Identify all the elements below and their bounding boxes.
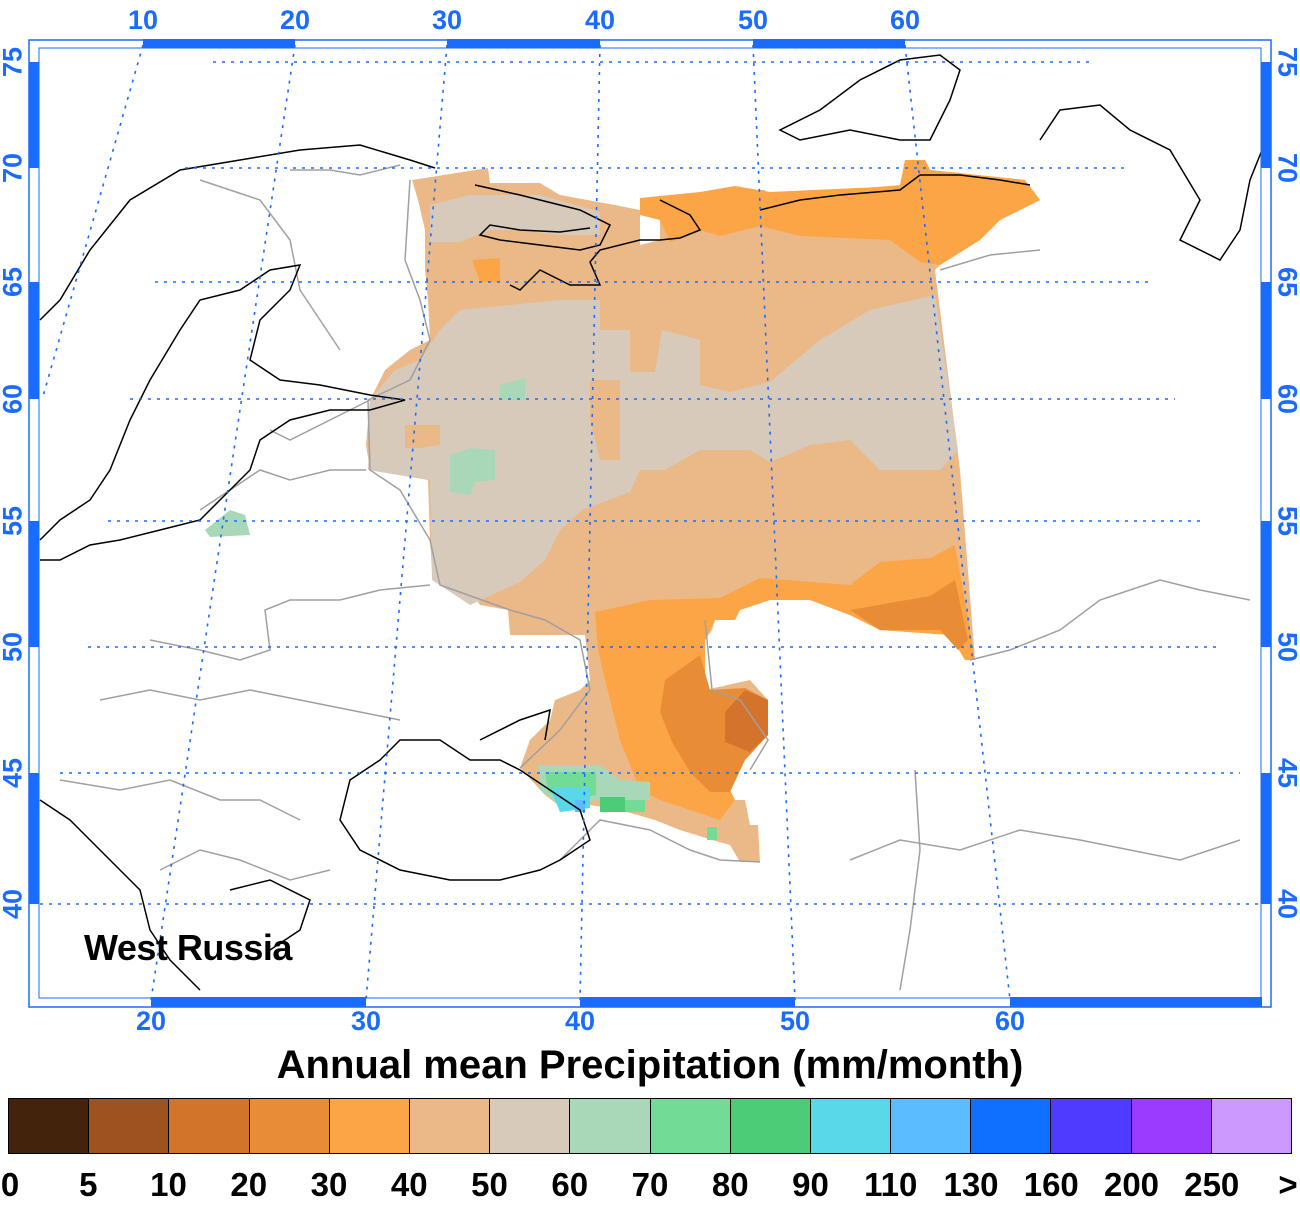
colorbar-swatch bbox=[249, 1099, 330, 1153]
class-60-70-patch bbox=[450, 448, 495, 495]
colorbar-label: 70 bbox=[631, 1166, 669, 1203]
colorbar-label: 80 bbox=[711, 1166, 749, 1203]
colorbar-label: 60 bbox=[551, 1166, 589, 1203]
lon-label-bottom: 20 bbox=[135, 1006, 167, 1036]
class-70-80-patch bbox=[625, 800, 645, 812]
lat-label-right: 75 bbox=[1272, 46, 1300, 78]
lat-label-right: 70 bbox=[1272, 152, 1300, 184]
precipitation-field bbox=[205, 160, 1040, 862]
colorbar-label: 30 bbox=[310, 1166, 348, 1203]
colorbar-label: 200 bbox=[1103, 1166, 1160, 1203]
lon-label-top: 40 bbox=[584, 5, 616, 35]
lat-label-left: 60 bbox=[0, 383, 28, 415]
colorbar-label: 110 bbox=[864, 1166, 918, 1203]
class-50-60-north bbox=[430, 195, 600, 242]
class-10-20-area bbox=[725, 690, 768, 752]
map-title: Annual mean Precipitation (mm/month) bbox=[276, 1043, 1024, 1087]
class-60-70-patch bbox=[500, 378, 525, 400]
class-60-70-patch bbox=[205, 510, 250, 537]
country-borders bbox=[59, 164, 1251, 991]
colorbar-swatch bbox=[650, 1099, 731, 1153]
colorbar-swatch bbox=[329, 1099, 410, 1153]
colorbar-swatch bbox=[490, 1099, 571, 1153]
map-panel bbox=[28, 39, 1272, 1008]
frame-tick-bars bbox=[29, 39, 1271, 1007]
lat-label-right: 60 bbox=[1272, 383, 1300, 415]
region-label: West Russia bbox=[84, 927, 292, 968]
colorbar-swatch bbox=[570, 1099, 651, 1153]
class-70-80-patch bbox=[707, 827, 717, 840]
lon-label-bottom: 40 bbox=[564, 1006, 596, 1036]
class-40-50-patch bbox=[405, 425, 440, 448]
lon-label-top: 30 bbox=[431, 5, 463, 35]
colorbar-label: 130 bbox=[943, 1166, 999, 1203]
class-40-50-patch bbox=[590, 380, 620, 460]
colorbar-swatch bbox=[409, 1099, 491, 1153]
lat-label-left: 55 bbox=[0, 505, 28, 537]
colorbar-swatch bbox=[89, 1099, 170, 1153]
colorbar bbox=[8, 1098, 1292, 1154]
colorbar-swatch bbox=[891, 1099, 972, 1153]
lat-label-right: 55 bbox=[1272, 505, 1300, 537]
lat-label-left: 65 bbox=[0, 266, 28, 298]
colorbar-label: 40 bbox=[390, 1166, 428, 1203]
colorbar-swatch bbox=[1131, 1099, 1212, 1153]
colorbar-label: 250 bbox=[1184, 1166, 1240, 1203]
colorbar-label: 20 bbox=[230, 1166, 268, 1203]
graticule bbox=[40, 44, 1260, 1001]
colorbar-label: 10 bbox=[150, 1166, 187, 1203]
colorbar-swatch bbox=[810, 1099, 892, 1153]
colorbar-label: 50 bbox=[471, 1166, 508, 1203]
lon-label-bottom: 60 bbox=[994, 1006, 1026, 1036]
class-80-90-patch bbox=[600, 797, 625, 812]
lon-label-bottom: 30 bbox=[350, 1006, 382, 1036]
lon-label-top: 10 bbox=[127, 5, 159, 35]
lon-label-top: 50 bbox=[737, 5, 769, 35]
colorbar-swatch bbox=[1211, 1099, 1291, 1153]
colorbar-label: 90 bbox=[792, 1166, 829, 1203]
class-30-40-north bbox=[640, 160, 1040, 265]
class-50-60-area bbox=[368, 295, 958, 605]
colorbar-label: > bbox=[1278, 1166, 1298, 1203]
lat-label-left: 75 bbox=[0, 46, 28, 78]
lon-label-top: 60 bbox=[889, 5, 921, 35]
lat-label-right: 50 bbox=[1272, 631, 1300, 663]
lat-label-right: 45 bbox=[1272, 757, 1300, 789]
class-30-40-patch bbox=[472, 258, 500, 282]
lat-label-left: 50 bbox=[0, 631, 28, 663]
lat-label-left: 40 bbox=[0, 888, 28, 920]
class-20-30-east bbox=[850, 580, 968, 650]
colorbar-swatch bbox=[971, 1099, 1052, 1153]
lon-label-bottom: 50 bbox=[779, 1006, 811, 1036]
colorbar-label: 160 bbox=[1023, 1166, 1079, 1203]
colorbar-swatch bbox=[169, 1099, 250, 1153]
colorbar-label: 5 bbox=[79, 1166, 98, 1203]
colorbar-swatch bbox=[1051, 1099, 1132, 1153]
colorbar-swatch bbox=[730, 1099, 811, 1153]
coastlines bbox=[39, 54, 1263, 991]
lon-label-top: 20 bbox=[279, 5, 311, 35]
colorbar-swatch bbox=[9, 1099, 90, 1153]
colorbar-label: 0 bbox=[0, 1166, 20, 1203]
lat-label-right: 65 bbox=[1272, 266, 1300, 298]
lat-label-left: 70 bbox=[0, 152, 28, 184]
lat-label-right: 40 bbox=[1272, 888, 1300, 920]
class-20-30-area bbox=[660, 655, 768, 792]
lat-label-left: 45 bbox=[0, 757, 28, 789]
